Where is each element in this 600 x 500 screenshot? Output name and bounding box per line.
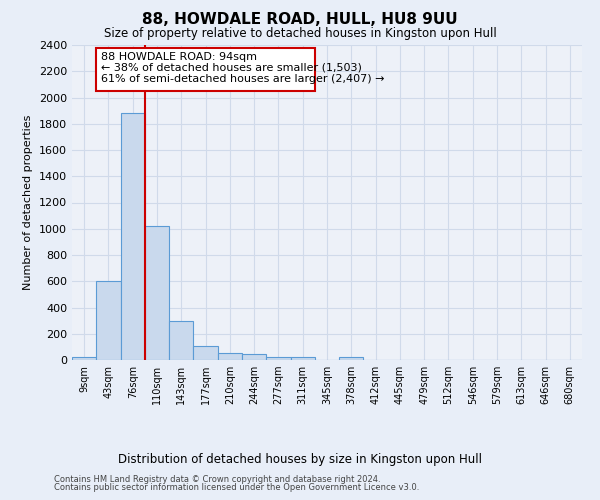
Text: 88, HOWDALE ROAD, HULL, HU8 9UU: 88, HOWDALE ROAD, HULL, HU8 9UU	[142, 12, 458, 28]
Text: 61% of semi-detached houses are larger (2,407) →: 61% of semi-detached houses are larger (…	[101, 74, 385, 84]
Bar	[218, 354, 242, 360]
Bar	[290, 358, 315, 360]
Bar	[96, 281, 121, 360]
Text: Distribution of detached houses by size in Kingston upon Hull: Distribution of detached houses by size …	[118, 452, 482, 466]
Y-axis label: Number of detached properties: Number of detached properties	[23, 115, 34, 290]
Text: ← 38% of detached houses are smaller (1,503): ← 38% of detached houses are smaller (1,…	[101, 62, 362, 72]
Bar	[169, 322, 193, 360]
FancyBboxPatch shape	[96, 48, 315, 91]
Text: 88 HOWDALE ROAD: 94sqm: 88 HOWDALE ROAD: 94sqm	[101, 52, 257, 62]
Bar	[193, 346, 218, 360]
Text: Contains HM Land Registry data © Crown copyright and database right 2024.: Contains HM Land Registry data © Crown c…	[54, 475, 380, 484]
Bar	[266, 357, 290, 360]
Bar	[242, 354, 266, 360]
Bar	[121, 114, 145, 360]
Bar	[72, 358, 96, 360]
Bar	[145, 226, 169, 360]
Text: Contains public sector information licensed under the Open Government Licence v3: Contains public sector information licen…	[54, 483, 419, 492]
Bar	[339, 357, 364, 360]
Text: Size of property relative to detached houses in Kingston upon Hull: Size of property relative to detached ho…	[104, 28, 496, 40]
